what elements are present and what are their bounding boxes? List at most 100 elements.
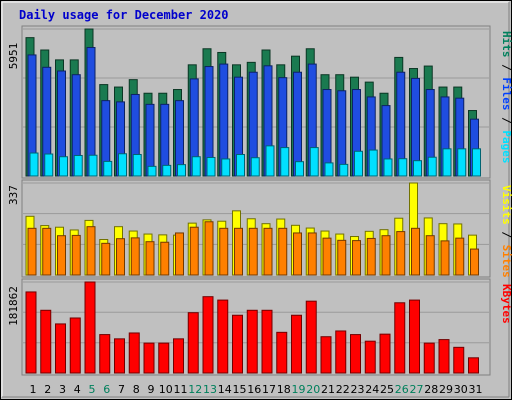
day-label-11: 11 [174, 383, 188, 396]
requests-bar-pages-day-3 [59, 156, 68, 177]
visits-bar-sites-day-5 [86, 226, 96, 276]
day-label-14: 14 [218, 383, 232, 396]
requests-bar-pages-day-20 [309, 147, 319, 177]
day-label-3: 3 [59, 383, 66, 396]
day-label-20: 20 [306, 383, 320, 396]
visits-bar-sites-day-30 [455, 237, 465, 276]
requests-bar-pages-day-2 [44, 153, 54, 177]
kbytes-bar-kbytes-day-25 [379, 333, 391, 374]
day-label-7: 7 [118, 383, 125, 396]
day-label-26: 26 [395, 383, 409, 396]
day-label-19: 19 [292, 383, 306, 396]
requests-bar-pages-day-9 [147, 165, 157, 177]
requests-bar-pages-day-14 [221, 158, 231, 177]
kbytes-bar-kbytes-day-26 [394, 302, 406, 374]
kbytes-bar-kbytes-day-21 [320, 336, 332, 374]
kbytes-bar-kbytes-day-4 [69, 317, 81, 374]
day-label-17: 17 [262, 383, 276, 396]
requests-bar-pages-day-5 [88, 154, 98, 177]
kbytes-bar-kbytes-day-1 [25, 291, 37, 374]
kbytes-bar-kbytes-day-14 [217, 299, 229, 374]
day-label-16: 16 [247, 383, 261, 396]
day-label-27: 27 [410, 383, 424, 396]
legend-item-hits: Hits [500, 31, 512, 58]
visits-bar-sites-day-21 [322, 237, 332, 276]
day-label-5: 5 [89, 383, 96, 396]
requests-bar-pages-day-16 [250, 157, 260, 177]
visits-bar-sites-day-29 [440, 240, 450, 276]
visits-bar-sites-day-13 [204, 221, 214, 276]
visits-bar-sites-day-24 [366, 237, 376, 276]
visits-bar-sites-day-15 [234, 227, 243, 276]
requests-bar-pages-day-12 [191, 156, 201, 177]
visits-bar-sites-day-4 [71, 234, 81, 276]
kbytes-bar-kbytes-day-8 [128, 332, 140, 374]
day-label-25: 25 [380, 383, 394, 396]
kbytes-bar-kbytes-day-3 [55, 323, 66, 374]
legend-item-kbytes: KBytes [500, 284, 512, 324]
requests-bar-pages-day-27 [413, 160, 422, 177]
day-label-29: 29 [439, 383, 453, 396]
visits-bar-sites-day-26 [396, 231, 406, 276]
kbytes-bar-kbytes-day-20 [305, 300, 317, 374]
kbytes-bar-kbytes-day-24 [364, 340, 376, 374]
visits-bar-sites-day-14 [219, 227, 229, 276]
kbytes-bar-kbytes-day-10 [158, 342, 170, 374]
day-label-2: 2 [44, 383, 51, 396]
chart-title: Daily usage for December 2020 [19, 8, 229, 22]
day-label-6: 6 [103, 383, 110, 396]
visits-bar-sites-day-1 [27, 227, 37, 276]
requests-bar-pages-day-31 [472, 148, 481, 177]
legend-separator: / [500, 111, 512, 131]
kbytes-bar-kbytes-day-5 [84, 281, 96, 374]
chart-marks [23, 28, 489, 374]
visits-bar-sites-day-11 [175, 232, 184, 276]
kbytes-bar-kbytes-day-19 [291, 314, 302, 374]
visits-bar-sites-day-25 [381, 235, 391, 276]
visits-bar-sites-day-19 [293, 232, 302, 276]
requests-bar-files-day-9 [145, 103, 155, 177]
kbytes-bar-kbytes-day-16 [246, 309, 258, 374]
visits-bar-sites-day-31 [470, 248, 479, 276]
visits-bar-sites-day-8 [130, 237, 140, 276]
visits-bar-sites-day-2 [42, 227, 52, 276]
kbytes-bar-kbytes-day-28 [423, 342, 435, 374]
kbytes-bar-kbytes-day-31 [468, 357, 479, 374]
requests-bar-pages-day-11 [177, 164, 186, 177]
requests-bar-files-day-19 [293, 71, 302, 177]
day-label-15: 15 [233, 383, 247, 396]
legend-item-pages: Pages [500, 130, 512, 163]
day-label-21: 21 [321, 383, 335, 396]
requests-bar-pages-day-10 [162, 164, 172, 177]
kbytes-bar-kbytes-day-7 [114, 338, 125, 374]
day-label-31: 31 [469, 383, 483, 396]
visits-legend: Visits / Sites [500, 185, 512, 278]
visits-bar-sites-day-23 [352, 240, 361, 276]
day-label-1: 1 [30, 383, 37, 396]
kbytes-bar-kbytes-day-29 [438, 339, 450, 374]
requests-bar-pages-day-21 [324, 162, 334, 177]
day-label-22: 22 [336, 383, 350, 396]
requests-bar-pages-day-8 [132, 154, 142, 177]
legend-separator: / [500, 58, 512, 78]
requests-bar-pages-day-25 [383, 158, 393, 177]
visits-ymax-label: 337 [7, 185, 20, 205]
requests-bar-pages-day-28 [427, 156, 437, 177]
day-label-24: 24 [365, 383, 379, 396]
day-label-10: 10 [159, 383, 173, 396]
day-label-28: 28 [424, 383, 438, 396]
kbytes-bar-kbytes-day-11 [173, 338, 184, 374]
visits-bar-sites-day-10 [160, 241, 170, 276]
visits-bar-sites-day-12 [189, 226, 199, 276]
kbytes-bar-kbytes-day-23 [350, 334, 361, 374]
legend-item-sites: Sites [500, 245, 512, 278]
visits-bar-sites-day-20 [307, 232, 317, 276]
day-label-23: 23 [351, 383, 365, 396]
requests-bar-pages-day-22 [339, 163, 349, 177]
kbytes-legend: KBytes [500, 284, 512, 324]
requests-bar-pages-day-15 [236, 154, 245, 177]
requests-bar-pages-day-13 [206, 156, 216, 177]
requests-bar-pages-day-23 [354, 150, 363, 177]
requests-bar-pages-day-4 [73, 154, 83, 177]
kbytes-bar-kbytes-day-15 [232, 314, 243, 374]
